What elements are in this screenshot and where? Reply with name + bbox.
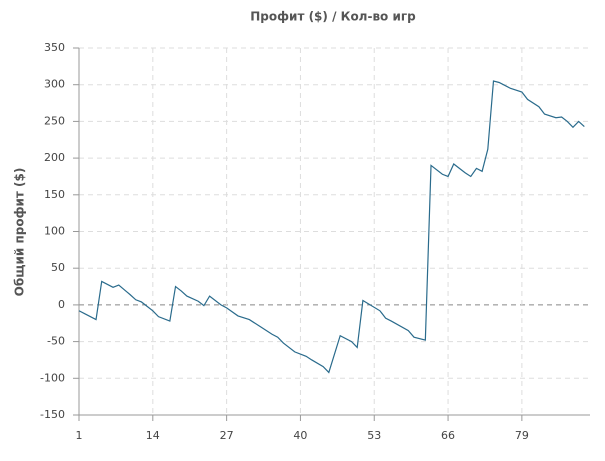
y-tick-label: 150 (44, 188, 65, 201)
y-tick-label: 200 (44, 151, 65, 164)
x-tick-label: 1 (76, 429, 83, 442)
y-tick-label: 100 (44, 225, 65, 238)
chart-title: Профит ($) / Кол-во игр (250, 10, 416, 24)
y-tick-label: 0 (58, 298, 65, 311)
y-tick-label: 250 (44, 114, 65, 127)
y-tick-label: 350 (44, 41, 65, 54)
x-tick-label: 66 (441, 429, 455, 442)
y-tick-label: 50 (51, 261, 65, 274)
y-tick-label: 300 (44, 78, 65, 91)
x-tick-label: 27 (220, 429, 234, 442)
y-tick-label: -100 (40, 371, 65, 384)
line (78, 80, 585, 374)
x-tick-label: 79 (515, 429, 529, 442)
y-tick-label: -50 (47, 335, 65, 348)
x-tick-label: 53 (367, 429, 381, 442)
y-axis-label: Общий профит ($) (13, 168, 27, 297)
x-tick-label: 40 (293, 429, 307, 442)
y-tick-label: -150 (40, 408, 65, 421)
x-tick-label: 14 (146, 429, 160, 442)
